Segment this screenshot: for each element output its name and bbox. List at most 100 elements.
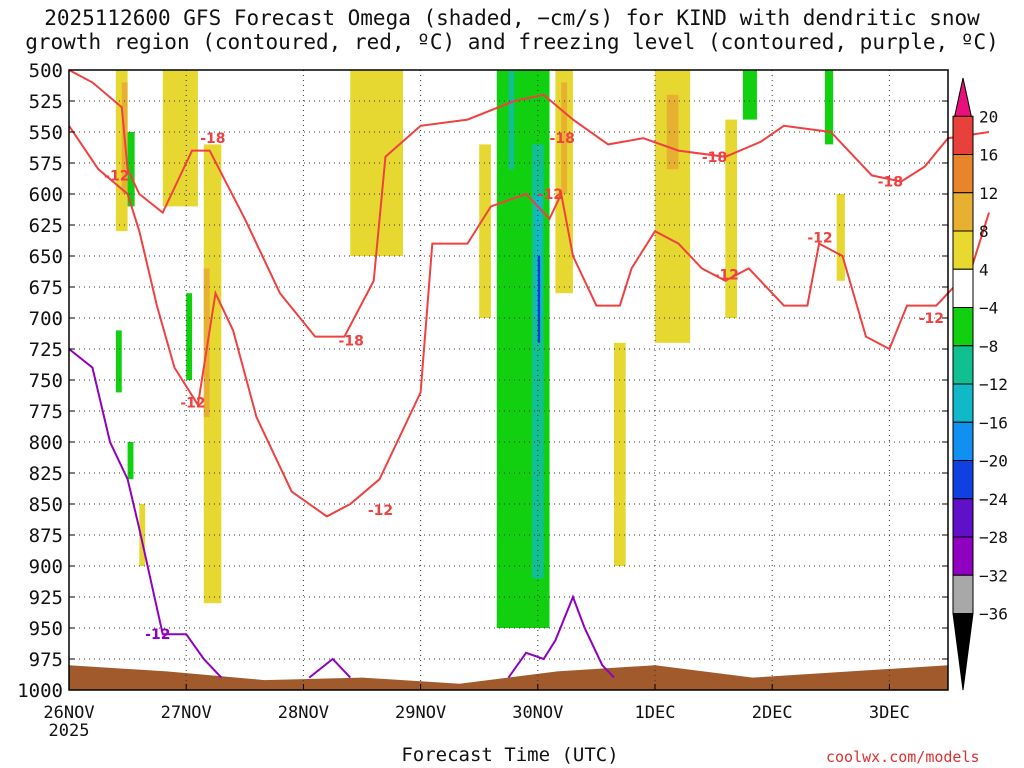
x-tick-label-2: 28NOV	[278, 703, 329, 723]
colorbar-swatch-6	[952, 307, 974, 347]
contour-label-2: -18	[550, 131, 575, 147]
y-tick-label-16: 900	[29, 556, 63, 578]
contour-line-2	[68, 348, 223, 679]
omega-shade-22	[824, 70, 834, 145]
colorbar-label-5: −4	[979, 299, 998, 318]
x-tick-label-7: 3DEC	[869, 703, 910, 723]
contour-label-1: -18	[339, 333, 364, 349]
contour-line-0	[68, 69, 990, 338]
contour-label-12: -12	[145, 627, 170, 643]
x-tick-label-6: 2DEC	[752, 703, 793, 723]
colorbar-swatch-1	[952, 115, 974, 155]
colorbar-swatch-10	[952, 460, 974, 500]
colorbar-label-12: −32	[979, 566, 1008, 585]
colorbar-swatch-12	[952, 536, 974, 576]
y-tick-label-10: 750	[29, 370, 63, 392]
contour-label-6: -12	[180, 395, 205, 411]
y-tick-label-1: 525	[29, 91, 63, 113]
x-tick-label-0: 26NOV	[43, 703, 94, 723]
y-tick-label-9: 725	[29, 339, 63, 361]
colorbar-swatch-4	[952, 230, 974, 270]
omega-shade-4	[479, 144, 491, 318]
chart-title-line-2: growth region (contoured, red, ºC) and f…	[25, 30, 999, 54]
y-tick-label-20: 1000	[17, 680, 63, 702]
colorbar-label-7: −12	[979, 375, 1008, 394]
y-tick-label-2: 550	[29, 122, 63, 144]
contour-line-1	[68, 125, 990, 518]
colorbar-label-11: −28	[979, 528, 1008, 547]
colorbar-swatch-2	[952, 154, 974, 194]
colorbar-swatch-11	[952, 498, 974, 538]
chart-title-line-1: 2025112600 GFS Forecast Omega (shaded, −…	[44, 6, 980, 30]
y-tick-label-15: 875	[29, 525, 63, 547]
y-tick-label-4: 600	[29, 184, 63, 206]
colorbar-label-9: −20	[979, 452, 1008, 471]
y-tick-label-17: 925	[29, 587, 63, 609]
colorbar-swatch-5	[952, 268, 974, 308]
omega-shade-19	[127, 442, 134, 480]
omega-shade-15	[666, 94, 679, 170]
colorbar-swatch-9	[952, 421, 974, 461]
omega-shade-24	[531, 144, 544, 579]
x-tick-label-5: 1DEC	[635, 703, 676, 723]
y-tick-label-14: 850	[29, 494, 63, 516]
omega-shade-17	[127, 132, 135, 207]
contour-line-3	[507, 594, 615, 679]
colorbar-swatch-13	[952, 574, 974, 614]
contour-label-11: -12	[919, 311, 944, 327]
ground-fill	[69, 665, 948, 690]
omega-shade-2	[203, 144, 222, 604]
omega-shade-14	[561, 82, 568, 194]
contour-line-4	[308, 657, 352, 679]
y-tick-label-19: 975	[29, 649, 63, 671]
colorbar-label-10: −24	[979, 490, 1008, 509]
y-tick-label-3: 575	[29, 153, 63, 175]
omega-shade-23	[508, 70, 515, 170]
y-tick-label-0: 500	[29, 60, 63, 82]
contour-label-0: -18	[200, 131, 225, 147]
colorbar-label-13: −36	[979, 605, 1008, 624]
x-tick-label-1: 27NOV	[161, 703, 212, 723]
contour-label-4: -18	[878, 175, 903, 191]
colorbar-label-0: 20	[979, 107, 998, 126]
y-tick-label-13: 825	[29, 463, 63, 485]
omega-shade-11	[139, 504, 146, 566]
y-tick-label-11: 775	[29, 401, 63, 423]
contour-label-5: -12	[104, 168, 129, 184]
contour-label-9: -12	[714, 268, 739, 284]
colorbar-swatch-3	[952, 192, 974, 232]
colorbar-label-6: −8	[979, 337, 998, 356]
omega-shade-8	[725, 119, 738, 318]
y-tick-label-18: 950	[29, 618, 63, 640]
contour-label-7: -12	[368, 503, 393, 519]
colorbar-swatch-7	[952, 345, 974, 385]
x-tick-label-3: 29NOV	[395, 703, 446, 723]
omega-shade-20	[186, 293, 193, 380]
omega-shade-6	[613, 342, 626, 566]
y-tick-label-12: 800	[29, 432, 63, 454]
x-tick-label-4: 30NOV	[512, 703, 563, 723]
contour-label-3: -18	[702, 150, 727, 166]
credit-link[interactable]: coolwx.com/models	[826, 748, 980, 766]
contour-label-8: -12	[538, 187, 563, 203]
x-year-label: 2025	[49, 721, 90, 741]
y-tick-label-5: 625	[29, 215, 63, 237]
omega-shade-1	[162, 70, 198, 207]
colorbar-label-4: 4	[979, 260, 989, 279]
colorbar-swatch-8	[952, 383, 974, 423]
colorbar-label-2: 12	[979, 184, 998, 203]
omega-shade-3	[350, 70, 404, 256]
contour-label-10: -12	[807, 230, 832, 246]
colorbar-label-3: 8	[979, 222, 989, 241]
y-tick-label-6: 650	[29, 246, 63, 268]
y-tick-label-8: 700	[29, 308, 63, 330]
colorbar-label-1: 16	[979, 146, 998, 165]
omega-shade-26	[537, 256, 541, 343]
omega-shade-21	[742, 70, 757, 120]
x-axis-label: Forecast Time (UTC)	[401, 744, 619, 766]
y-tick-label-7: 675	[29, 277, 63, 299]
omega-shade-9	[836, 194, 845, 281]
colorbar-label-8: −16	[979, 413, 1008, 432]
